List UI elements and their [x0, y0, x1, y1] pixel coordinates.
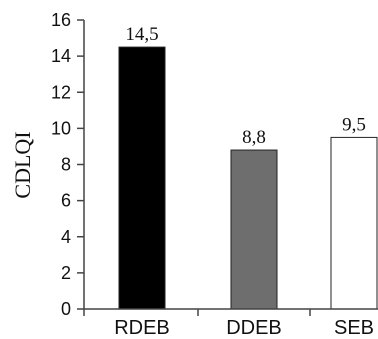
- y-tick-label: 12: [51, 82, 71, 102]
- y-tick-label: 0: [61, 299, 71, 319]
- y-axis: 0 2 4 6 8 10 12 14 16: [51, 10, 85, 319]
- category-label-rdeb: RDEB: [114, 317, 170, 339]
- y-tick-label: 8: [61, 155, 71, 175]
- bars: [118, 46, 378, 310]
- y-tick-label: 10: [51, 118, 71, 138]
- category-label-ddeb: DDEB: [226, 317, 282, 339]
- y-tick-label: 16: [51, 10, 71, 30]
- category-label-seb: SEB: [334, 317, 374, 339]
- data-label-seb: 9,5: [342, 114, 366, 135]
- y-tick-label: 14: [51, 46, 71, 66]
- data-label-ddeb: 8,8: [242, 127, 266, 148]
- bar-rdeb: [118, 46, 166, 310]
- y-axis-title: CDLQI: [10, 131, 35, 198]
- y-tick-label: 4: [61, 227, 71, 247]
- x-axis: RDEB DDEB SEB: [83, 308, 378, 339]
- y-tick-label: 6: [61, 191, 71, 211]
- data-labels: 14,5 8,8 9,5: [125, 24, 366, 148]
- bar-seb: [330, 136, 378, 310]
- data-label-rdeb: 14,5: [125, 24, 158, 45]
- bar-ddeb: [230, 149, 278, 310]
- y-tick-label: 2: [61, 263, 71, 283]
